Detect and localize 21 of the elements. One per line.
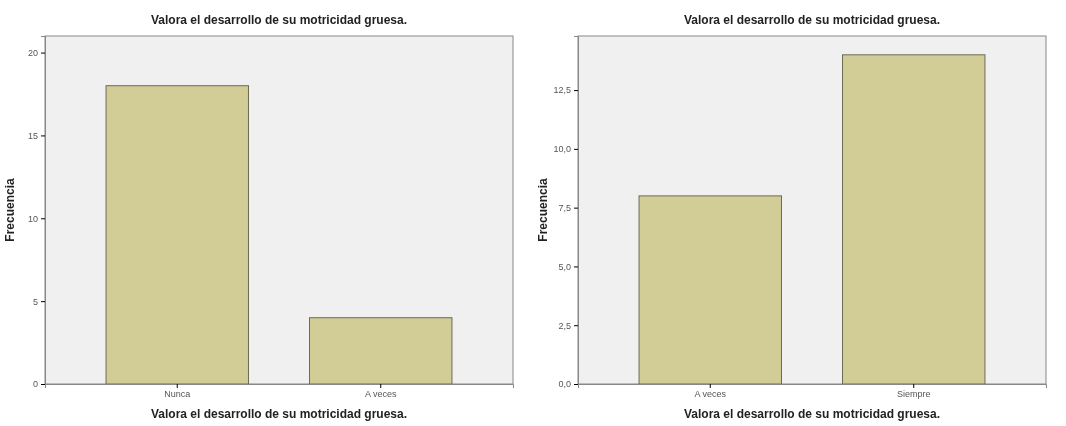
y-tick-label: 7,5 [558,203,571,214]
y-tick-label: 5,0 [558,261,571,272]
y-tick-label: 2,5 [558,320,571,331]
y-tick-label: 5 [32,296,38,307]
x-tick-label: Siempre [896,389,931,400]
y-tick-label: 10 [27,213,38,224]
chart-title: Valora el desarrollo de su motricidad gruesa. [683,13,941,27]
y-axis-title: Frecuencia [536,178,550,242]
x-axis-title: Valora el desarrollo de su motricidad gruesa. [683,407,941,421]
x-tick-label: A veces [364,389,397,400]
y-axis-title: Frecuencia [3,178,17,242]
x-tick-label: A veces [694,389,727,400]
y-tick-label: 10,0 [553,144,571,155]
y-tick-label: 0 [32,379,38,390]
x-tick-label: Nunca [164,389,191,400]
y-tick-label: 0,0 [558,379,571,390]
y-tick-label: 20 [27,47,38,58]
y-tick-label: 12,5 [553,85,571,96]
chart-title: Valora el desarrollo de su motricidad gruesa. [150,13,408,27]
x-axis-title: Valora el desarrollo de su motricidad gruesa. [150,407,408,421]
y-tick-label: 15 [27,130,38,141]
